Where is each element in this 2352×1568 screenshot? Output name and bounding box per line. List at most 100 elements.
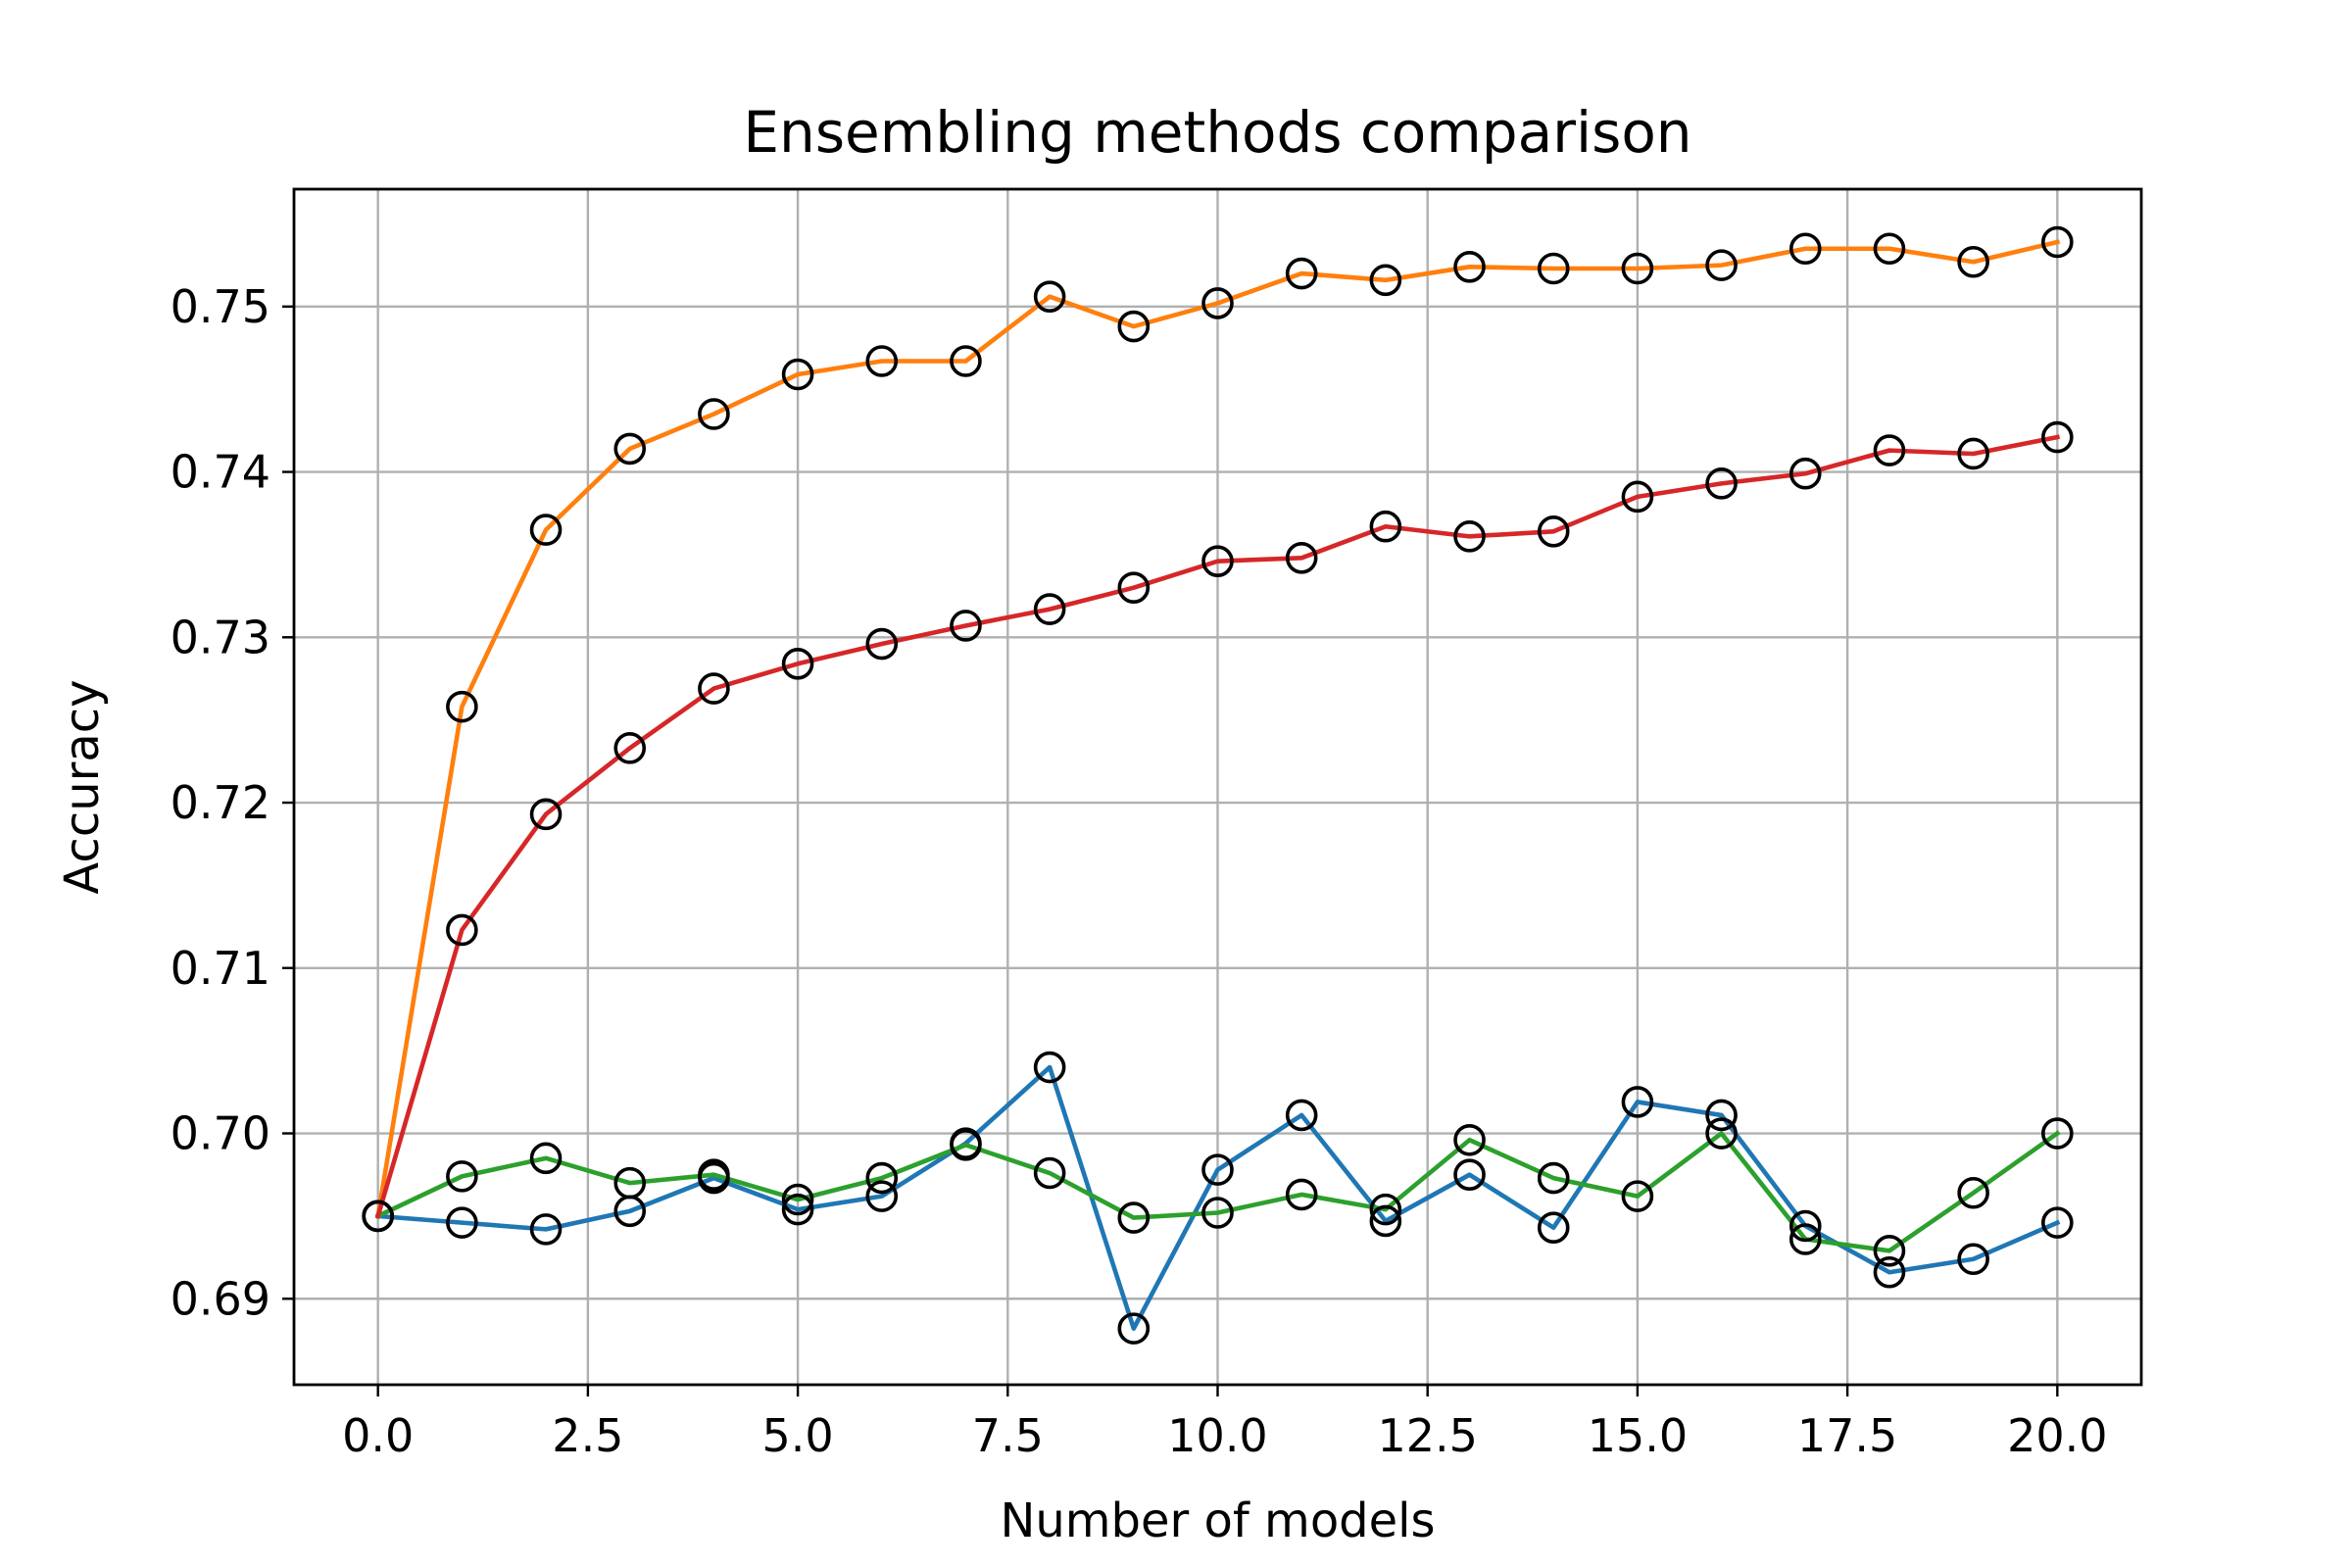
data-point-marker xyxy=(1285,1178,1318,1211)
data-point-marker xyxy=(1369,1204,1402,1238)
data-point-marker xyxy=(1537,1161,1570,1195)
data-point-marker xyxy=(1957,437,1989,470)
data-point-marker xyxy=(1369,1193,1402,1226)
x-tick-label: 17.5 xyxy=(1797,1409,1897,1462)
x-tick-label: 0.0 xyxy=(342,1409,414,1462)
x-axis-label: Number of models xyxy=(1000,1494,1435,1548)
x-tick-label: 2.5 xyxy=(552,1409,623,1462)
data-point-marker xyxy=(1201,1197,1234,1229)
data-point-marker xyxy=(1537,514,1570,548)
data-point-marker xyxy=(1957,245,1989,278)
y-tick-label: 0.74 xyxy=(171,446,270,499)
x-tick-label: 10.0 xyxy=(1167,1409,1267,1462)
data-point-marker xyxy=(1788,1223,1822,1255)
grid-lines xyxy=(294,189,2141,1385)
data-point-marker xyxy=(1033,593,1066,625)
series-line-1 xyxy=(375,1064,2061,1331)
data-point-marker xyxy=(865,627,899,661)
data-point-marker xyxy=(1285,1099,1318,1132)
y-tick-label: 0.70 xyxy=(171,1107,270,1160)
data-point-marker xyxy=(1033,1051,1066,1084)
data-point-marker xyxy=(865,345,899,377)
data-point-marker xyxy=(529,514,563,546)
data-point-marker xyxy=(1453,520,1486,553)
data-point-marker xyxy=(1537,252,1570,285)
data-point-marker xyxy=(529,1142,563,1175)
data-point-marker xyxy=(698,398,730,430)
data-point-marker xyxy=(1285,257,1318,290)
x-tick-label: 15.0 xyxy=(1588,1409,1688,1462)
y-axis-label: Accuracy xyxy=(55,679,110,894)
data-point-marker xyxy=(781,1193,814,1226)
data-point-marker xyxy=(1621,252,1654,285)
x-axis-ticks: 0.0 2.5 5.0 7.5 10.0 12.5 15.0 17.5 20.0 xyxy=(342,1385,2108,1462)
data-point-marker xyxy=(529,1213,563,1246)
data-point-marker xyxy=(446,913,478,947)
data-point-marker xyxy=(2041,1206,2074,1239)
data-point-marker xyxy=(1788,232,1822,266)
data-point-marker xyxy=(1201,545,1234,577)
x-tick-label: 20.0 xyxy=(2007,1409,2107,1462)
data-point-marker xyxy=(1705,249,1738,281)
data-point-marker xyxy=(1873,232,1906,266)
y-tick-label: 0.71 xyxy=(171,942,270,995)
data-point-marker xyxy=(446,1160,478,1193)
data-point-marker xyxy=(1033,280,1066,313)
data-point-marker xyxy=(613,1166,647,1200)
data-point-marker xyxy=(446,690,478,723)
data-point-marker xyxy=(1621,480,1654,514)
data-point-marker xyxy=(781,1183,814,1216)
data-point-marker xyxy=(1033,1156,1066,1190)
data-point-marker xyxy=(1453,1158,1486,1191)
data-point-marker xyxy=(950,610,982,642)
y-tick-label: 0.73 xyxy=(171,611,270,663)
data-point-marker xyxy=(1621,1180,1654,1212)
data-point-marker xyxy=(1453,251,1486,283)
y-tick-label: 0.69 xyxy=(171,1272,270,1325)
data-point-marker xyxy=(1201,1153,1234,1186)
data-point-marker xyxy=(1453,1123,1486,1156)
data-point-marker xyxy=(1117,1201,1151,1234)
data-point-marker xyxy=(529,798,563,831)
data-point-marker xyxy=(1117,1312,1151,1345)
data-point-marker xyxy=(362,1200,394,1233)
data-point-marker xyxy=(1621,1086,1654,1118)
x-tick-label: 12.5 xyxy=(1377,1409,1477,1462)
data-point-marker xyxy=(1957,1176,1989,1209)
data-point-marker xyxy=(1873,1255,1906,1289)
data-point-marker xyxy=(446,1206,478,1239)
data-point-marker xyxy=(1705,1099,1738,1132)
data-point-marker xyxy=(1369,510,1402,543)
series-group xyxy=(362,225,2074,1345)
series-line-4 xyxy=(374,434,2061,1219)
data-point-marker xyxy=(865,1180,899,1212)
data-point-marker xyxy=(2041,420,2074,454)
data-point-marker xyxy=(2041,1117,2074,1150)
data-point-marker xyxy=(781,647,814,680)
data-point-marker xyxy=(950,1129,982,1161)
data-point-marker xyxy=(1957,1243,1989,1276)
data-point-marker xyxy=(1705,1117,1738,1150)
data-point-marker xyxy=(1285,541,1318,574)
series-line-2 xyxy=(375,239,2061,1219)
chart-title: Ensembling methods comparison xyxy=(743,99,1691,166)
data-point-marker xyxy=(1117,571,1151,604)
data-point-marker xyxy=(2041,225,2074,259)
data-point-marker xyxy=(1369,264,1402,297)
data-point-marker xyxy=(698,672,730,705)
data-point-marker xyxy=(698,1158,730,1191)
data-point-marker xyxy=(613,432,647,466)
y-axis-ticks: 0.69 0.70 0.71 0.72 0.73 0.74 0.75 xyxy=(171,280,294,1325)
y-tick-label: 0.72 xyxy=(171,776,270,829)
x-tick-label: 7.5 xyxy=(972,1409,1044,1462)
series-line-3 xyxy=(374,1130,2061,1253)
data-point-marker xyxy=(1537,1211,1570,1244)
data-point-marker xyxy=(1788,457,1822,490)
data-point-marker xyxy=(865,1161,899,1195)
data-point-marker xyxy=(1201,287,1234,319)
y-tick-label: 0.75 xyxy=(171,280,270,333)
data-point-marker xyxy=(1873,1235,1906,1267)
data-point-marker xyxy=(1788,1209,1822,1243)
